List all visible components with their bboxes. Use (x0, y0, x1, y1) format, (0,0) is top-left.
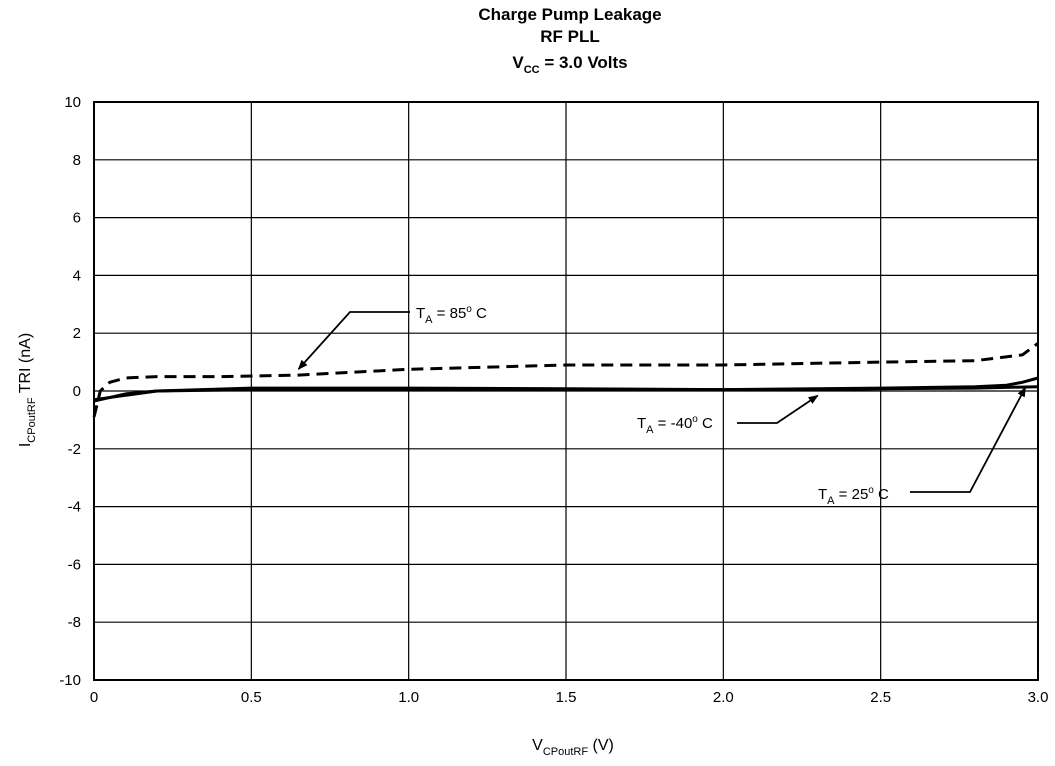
annotation-label-unit: C (874, 486, 889, 503)
annotation-label: TA = 25o C (818, 485, 889, 507)
y-tick-label: 6 (73, 210, 81, 227)
chart-annotations: TA = 85o CTA = -40o CTA = 25o C (297, 304, 1027, 507)
x-tick-label: 3.0 (1028, 689, 1049, 706)
y-tick-label: 10 (64, 94, 81, 111)
chart-series-layer (92, 342, 1039, 418)
y-axis-label-rest: TRI (nA) (17, 333, 34, 398)
annotation-label-unit: C (698, 415, 713, 432)
annotation-label-unit: C (472, 305, 487, 322)
annotation-label-main: T (637, 415, 646, 432)
annotation-label: TA = -40o C (637, 414, 713, 436)
title-vcc-rest: = 3.0 Volts (540, 53, 628, 72)
x-axis-label-main: V (532, 737, 543, 754)
chart-title-line-1: Charge Pump Leakage (478, 5, 661, 24)
annotation-label-degree: o (692, 414, 698, 425)
y-tick-label: 2 (73, 325, 81, 342)
x-axis-label-sub: CPoutRF (543, 746, 589, 758)
annotation-label-sub: A (425, 314, 433, 326)
chart-tick-labels: 0 0.5 1.0 1.5 2.0 2.5 3.0 -10 -8 -6 -4 -2 0 2 4 6 8 10 (59, 94, 1048, 706)
chart-title-line-2: RF PLL (540, 27, 600, 46)
annotation-label: TA = 85o C (416, 304, 487, 326)
x-tick-label: 2.5 (870, 689, 891, 706)
series-line (92, 342, 1039, 418)
annotation-label-sub: A (827, 495, 835, 507)
annotation-leader-arrow (910, 386, 1027, 493)
x-tick-label: 0 (90, 689, 98, 706)
title-vcc-sub: CC (524, 64, 540, 76)
series-line (93, 376, 1039, 403)
y-tick-label: -10 (59, 672, 81, 689)
annotation-label-degree: o (868, 485, 874, 496)
y-tick-label: -6 (68, 556, 81, 573)
x-tick-label: 1.0 (398, 689, 419, 706)
x-tick-label: 0.5 (241, 689, 262, 706)
y-axis-label: ICPoutRF TRI (nA) (17, 333, 38, 447)
plot-frame (93, 101, 1039, 681)
y-tick-label: 0 (73, 383, 81, 400)
chart-title-line-3: VCC = 3.0 Volts (512, 53, 627, 76)
annotation-label-value: = 25 (835, 486, 869, 503)
annotation-label-degree: o (466, 304, 472, 315)
annotation-label-main: T (416, 305, 425, 322)
annotation-label-sub: A (646, 424, 654, 436)
y-axis-label-main: I (17, 443, 34, 447)
y-tick-label: -2 (68, 441, 81, 458)
x-axis-label: VCPoutRF (V) (532, 737, 614, 758)
title-vcc-main: V (512, 53, 524, 72)
annotation-label-main: T (818, 486, 827, 503)
x-tick-label: 1.5 (556, 689, 577, 706)
annotation-label-value: = -40 (654, 415, 693, 432)
y-axis-label-sub: CPoutRF (26, 397, 38, 443)
y-tick-label: -4 (68, 499, 81, 516)
annotation-leader-arrow (297, 311, 410, 370)
y-tick-label: -8 (68, 614, 81, 631)
y-tick-label: 4 (73, 267, 81, 284)
x-axis-label-rest: (V) (588, 737, 614, 754)
annotation-label-value: = 85 (433, 305, 467, 322)
x-tick-label: 2.0 (713, 689, 734, 706)
y-tick-label: 8 (73, 152, 81, 169)
annotation-leader-arrow (737, 394, 819, 424)
